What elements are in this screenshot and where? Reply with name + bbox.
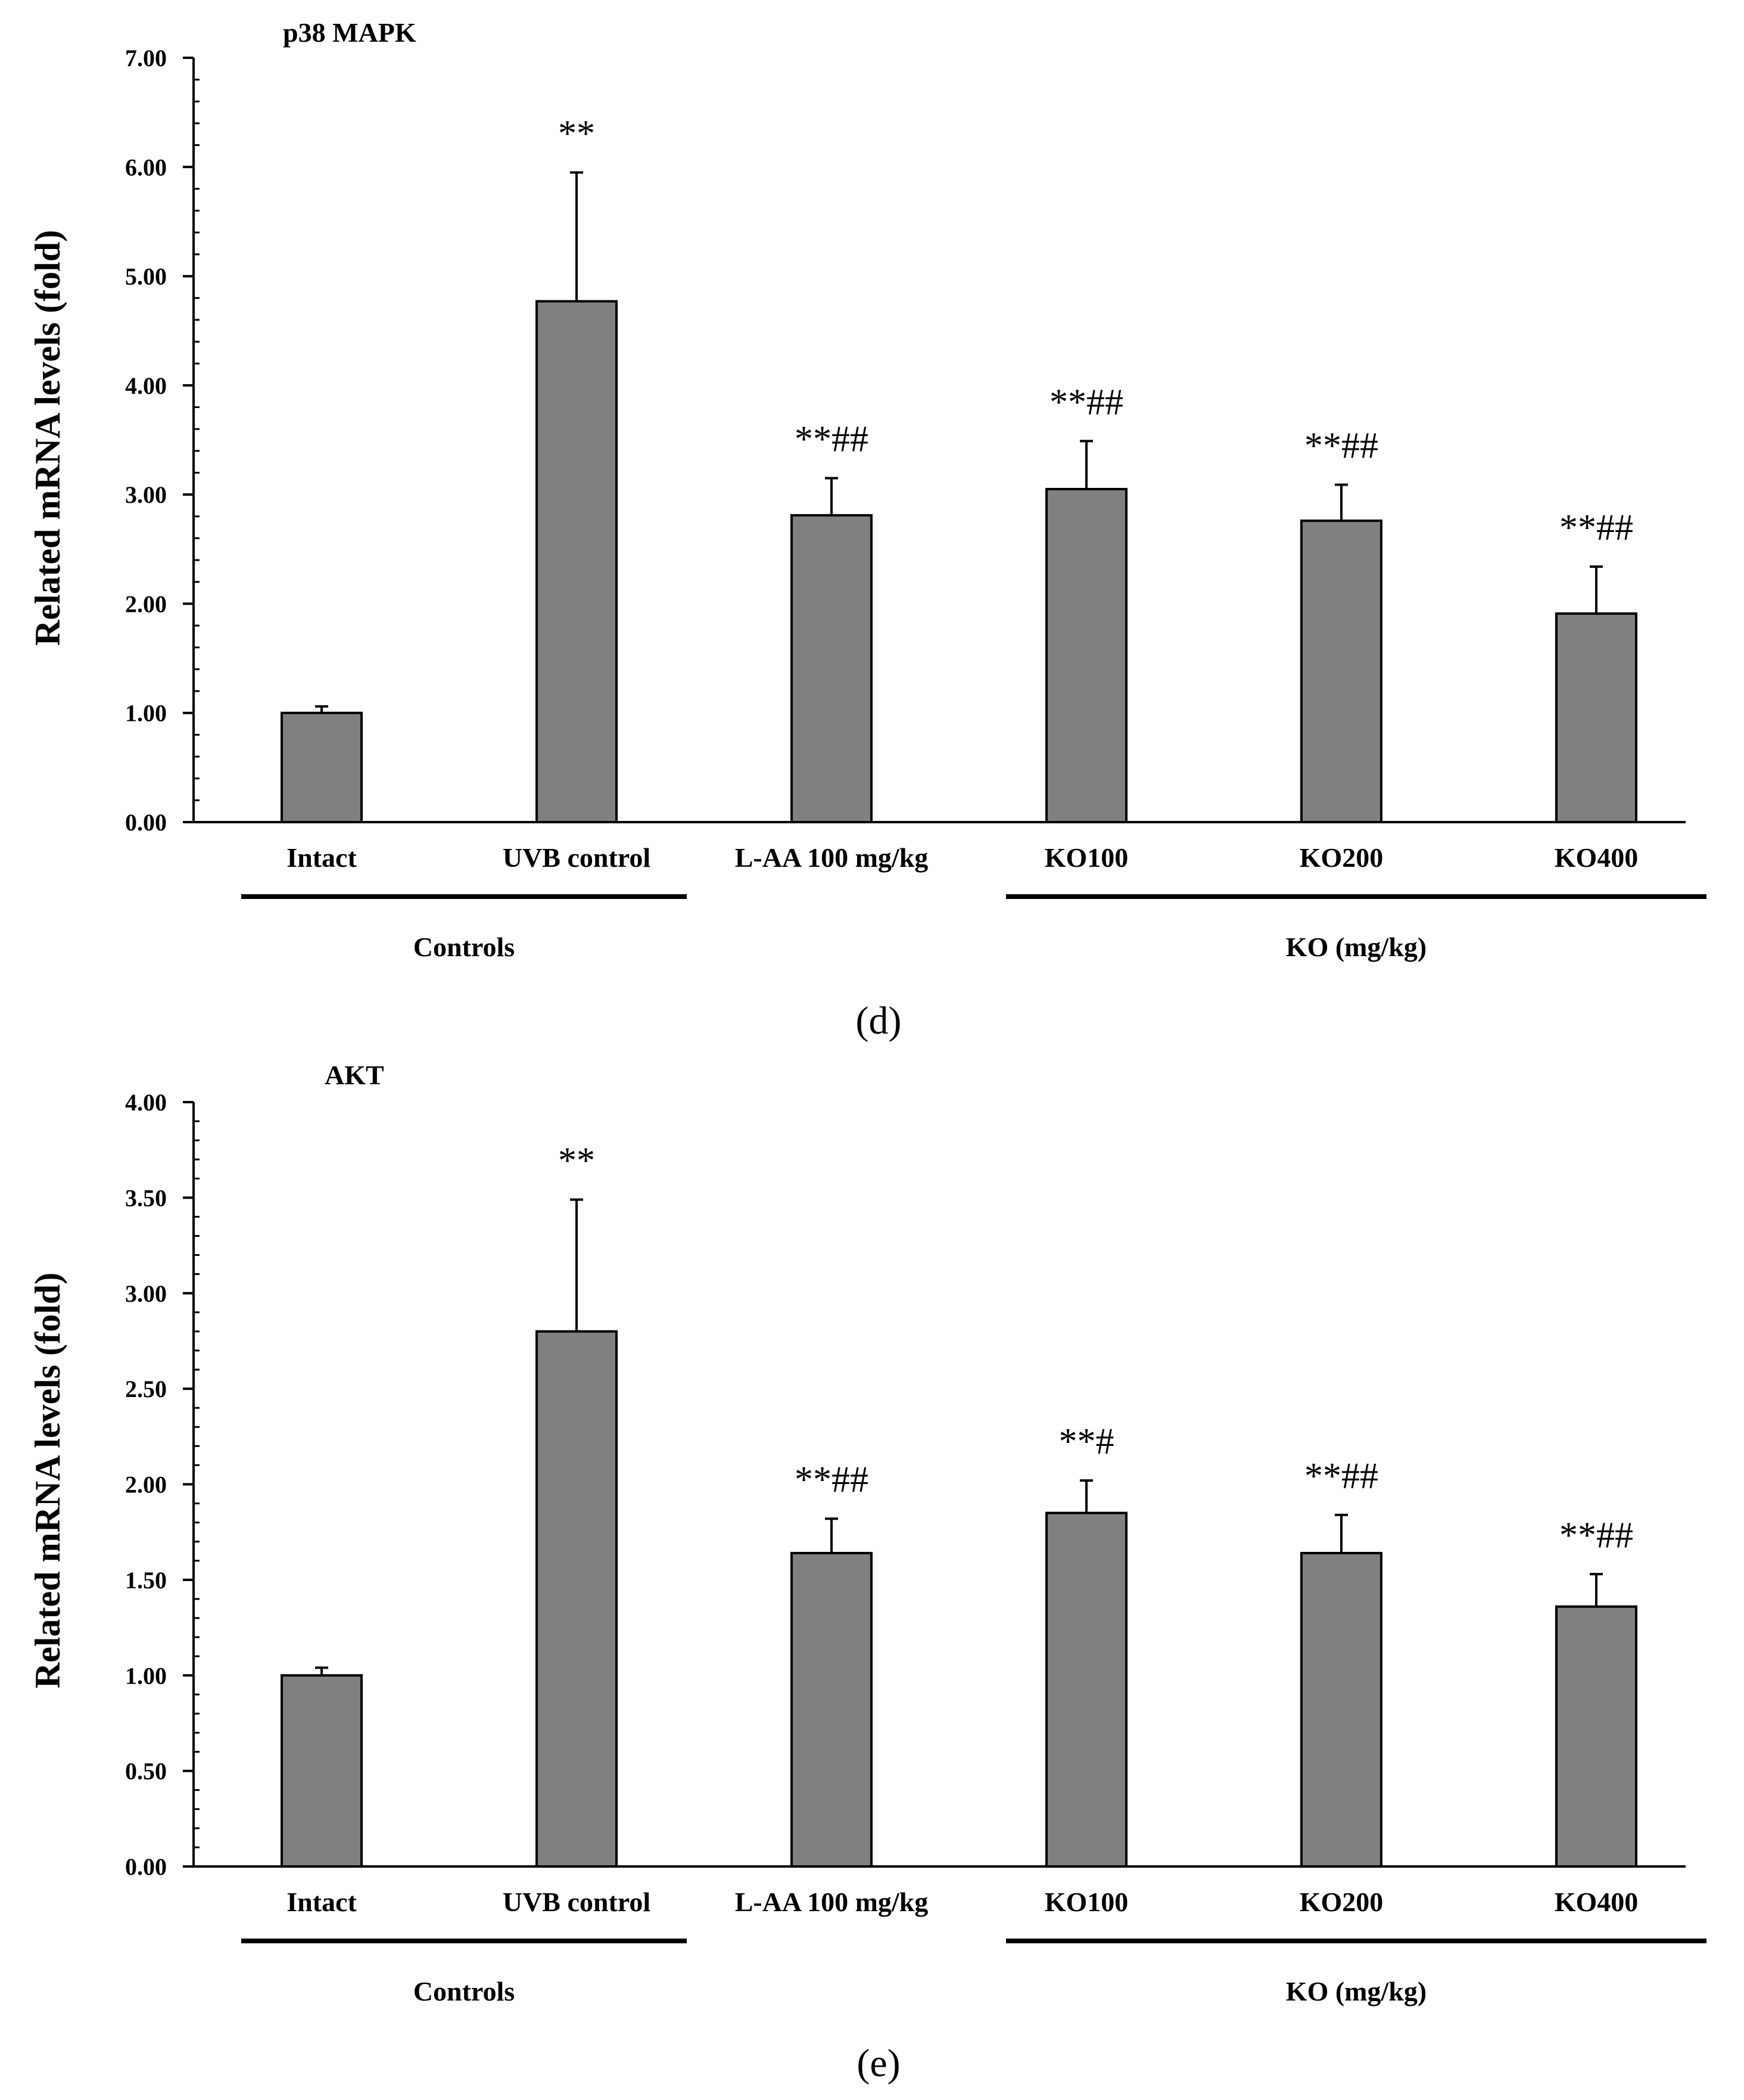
panel-d-chart: p38 MAPK Related mRNA levels (fold) 0.00… [28,17,1706,1043]
panel-d-group-label-0: Controls [413,932,515,962]
panel-e-category-label-4: KO200 [1300,1887,1384,1917]
panel-d-panel-label: (d) [856,999,902,1043]
panel-e-category-label-3: KO100 [1045,1887,1129,1917]
panel-e-group-label-1: KO (mg/kg) [1286,1976,1427,2006]
panel-e-group-labels: Controls KO (mg/kg) [241,1939,1706,2006]
panel-e-y-tick-label: 2.50 [125,1376,167,1402]
panel-e-significance-5: **## [1559,1515,1633,1555]
panel-d-axes [192,58,1686,823]
panel-e-y-tick-label: 1.50 [125,1567,167,1594]
panel-e-y-tick-label: 2.00 [125,1471,167,1498]
panel-d-y-tick-label: 6.00 [125,154,167,181]
panel-e-category-label-0: Intact [286,1887,357,1917]
panel-d-group-label-1: KO (mg/kg) [1286,932,1427,962]
panel-d-significance-5: **## [1559,508,1633,548]
panel-d-category-label-1: UVB control [503,842,650,873]
panel-d-significance-2: **## [795,419,868,460]
panel-d-significance-1: ** [558,113,595,154]
panel-d-bar-0 [281,711,363,823]
panel-d-category-label-0: Intact [286,842,357,873]
panel-d-y-tick-label: 4.00 [125,372,167,399]
panel-e-significance-3: **# [1059,1421,1114,1462]
panel-e-significance-1: ** [558,1141,595,1181]
panel-d-bar-5 [1555,612,1637,824]
panel-d-category-labels: Intact UVB control L-AA 100 mg/kg KO100 KO20… [286,842,1638,873]
panel-e-bar-1 [535,1330,618,1868]
panel-d-category-label-5: KO400 [1555,842,1639,873]
panel-e-bar-2 [790,1551,873,1868]
panel-d-group-labels: Controls KO (mg/kg) [241,894,1706,962]
panel-d-bar-1 [535,300,618,823]
panel-d-y-tick-label: 3.00 [125,481,167,508]
panel-e-ticks: 0.00 0.50 1.00 1.50 2.00 2.50 3.00 3.50 4.00 [125,1089,200,1880]
panel-d-significance-3: **## [1049,382,1123,422]
panel-e-title: AKT [325,1060,384,1090]
panel-d-error-bars [315,171,1603,713]
panel-d-ticks: 0.00 1.00 2.00 3.00 4.00 5.00 6.00 7.00 [125,45,200,836]
panel-e-y-tick-label: 1.00 [125,1662,167,1689]
panel-d-significance-4: **## [1304,426,1378,466]
panel-e-panel-label: (e) [857,2042,900,2085]
panel-e-y-tick-label: 0.50 [125,1758,167,1785]
panel-e-y-tick-label: 4.00 [125,1089,167,1116]
panel-d-category-label-2: L-AA 100 mg/kg [735,842,929,873]
panel-e-category-label-1: UVB control [503,1887,650,1917]
panel-d-y-tick-label: 1.00 [125,700,167,727]
panel-e-y-axis-label: Related mRNA levels (fold) [28,1273,67,1688]
panel-d-bar-4 [1300,519,1382,823]
panel-d-bar-3 [1045,487,1128,823]
panel-e-annotations: ** **## **# **## **## [558,1141,1633,1556]
panel-e-bar-4 [1300,1551,1382,1868]
panel-e-chart: AKT Related mRNA levels (fold) 0.00 0.50 1… [28,1060,1706,2085]
panel-d-y-tick-label: 5.00 [125,263,167,290]
panel-e-significance-4: **## [1304,1456,1378,1497]
panel-d-y-axis-label: Related mRNA levels (fold) [28,230,67,646]
panel-d-bar-2 [790,514,873,823]
panel-d-y-tick-label: 2.00 [125,590,167,617]
panel-d-y-tick-label: 0.00 [125,809,167,836]
panel-e-bar-3 [1045,1511,1128,1868]
panel-e-bar-5 [1555,1605,1637,1868]
panel-d-category-label-3: KO100 [1045,842,1129,873]
panel-e-group-label-0: Controls [413,1976,515,2006]
panel-e-bar-0 [281,1674,363,1868]
panel-e-y-tick-label: 3.50 [125,1184,167,1211]
panel-e-error-bars [315,1198,1603,1676]
panel-e-y-tick-label: 0.00 [125,1853,167,1880]
panel-e-category-label-5: KO400 [1555,1887,1639,1917]
panel-e-y-tick-label: 3.00 [125,1280,167,1307]
panel-e-significance-2: **## [795,1460,868,1500]
panel-d-y-tick-label: 7.00 [125,45,167,71]
panel-e-category-label-2: L-AA 100 mg/kg [735,1887,929,1917]
panel-e-category-labels: Intact UVB control L-AA 100 mg/kg KO100 KO20… [286,1887,1638,1917]
panel-d-title: p38 MAPK [283,17,416,48]
panel-d-annotations: ** **## **## **## **## [558,113,1633,548]
panel-d-category-label-4: KO200 [1300,842,1384,873]
